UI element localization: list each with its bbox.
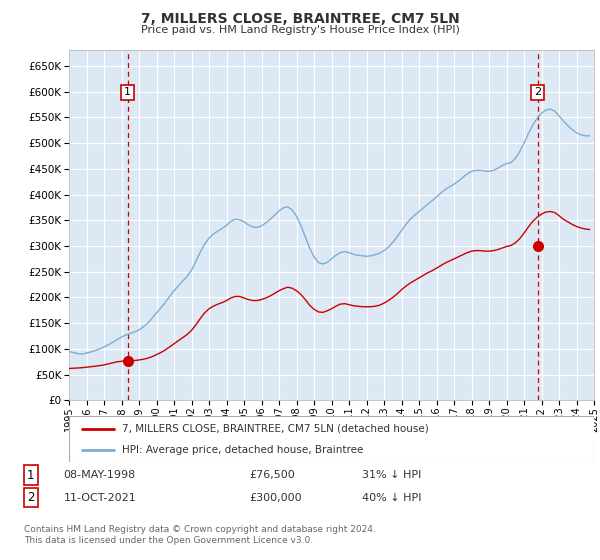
Text: 40% ↓ HPI: 40% ↓ HPI [362, 493, 422, 502]
Text: 1: 1 [124, 87, 131, 97]
Text: £76,500: £76,500 [250, 470, 295, 480]
Text: 7, MILLERS CLOSE, BRAINTREE, CM7 5LN (detached house): 7, MILLERS CLOSE, BRAINTREE, CM7 5LN (de… [121, 424, 428, 434]
Text: 1: 1 [27, 469, 35, 482]
Text: 08-MAY-1998: 08-MAY-1998 [64, 470, 136, 480]
Text: 2: 2 [27, 491, 35, 504]
Text: Price paid vs. HM Land Registry's House Price Index (HPI): Price paid vs. HM Land Registry's House … [140, 25, 460, 35]
Text: 7, MILLERS CLOSE, BRAINTREE, CM7 5LN: 7, MILLERS CLOSE, BRAINTREE, CM7 5LN [140, 12, 460, 26]
Text: £300,000: £300,000 [250, 493, 302, 502]
Text: 31% ↓ HPI: 31% ↓ HPI [362, 470, 422, 480]
Text: HPI: Average price, detached house, Braintree: HPI: Average price, detached house, Brai… [121, 445, 363, 455]
Text: 2: 2 [534, 87, 541, 97]
Text: Contains HM Land Registry data © Crown copyright and database right 2024.
This d: Contains HM Land Registry data © Crown c… [24, 525, 376, 545]
Text: 11-OCT-2021: 11-OCT-2021 [64, 493, 136, 502]
